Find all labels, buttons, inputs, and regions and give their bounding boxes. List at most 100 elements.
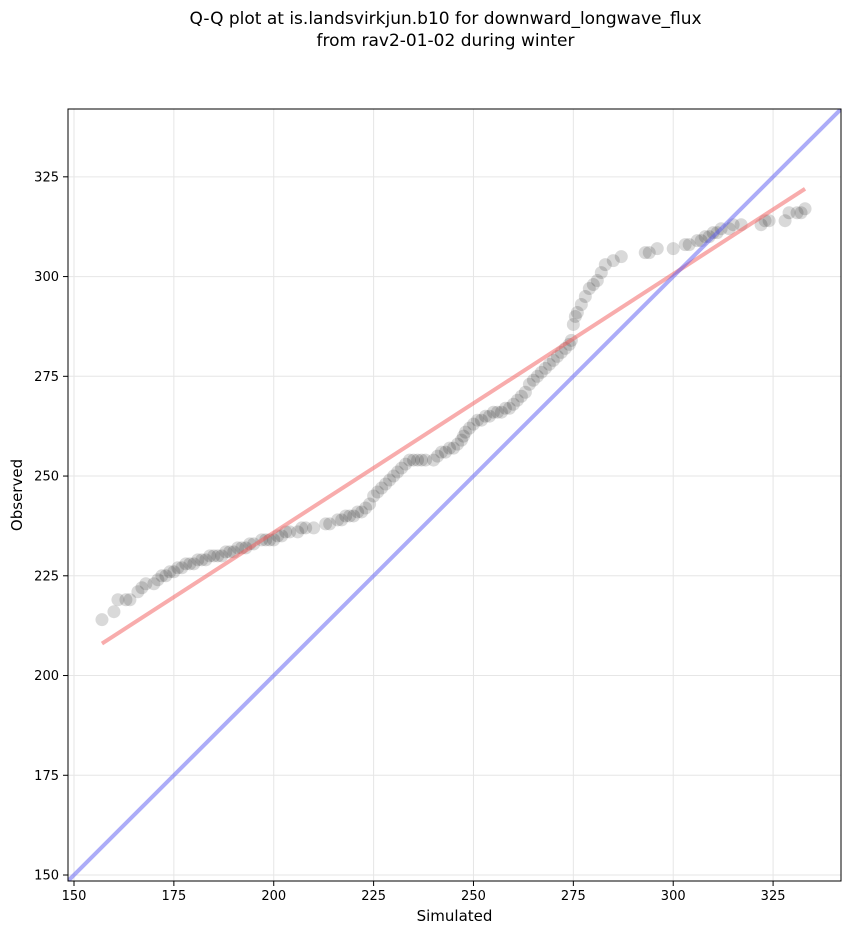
qq-point xyxy=(450,437,464,451)
qq-point xyxy=(762,214,776,228)
qq-point xyxy=(367,489,381,503)
qq-point xyxy=(678,238,692,252)
qq-point xyxy=(195,553,209,567)
qq-point xyxy=(135,581,149,595)
qq-point xyxy=(606,254,620,268)
plot-area xyxy=(68,109,841,881)
qq-point xyxy=(387,469,401,483)
qq-point xyxy=(518,385,532,399)
qq-point xyxy=(666,242,680,256)
qq-point xyxy=(431,449,445,463)
qq-point xyxy=(351,505,365,519)
axes: 150 175 200 225 250 275 300 325 150 175 200 225 250 2… xyxy=(34,170,785,904)
qq-point xyxy=(478,409,492,423)
qq-point xyxy=(187,557,201,571)
qq-point xyxy=(379,477,393,491)
y-tick-label: 300 xyxy=(34,270,59,285)
qq-point xyxy=(470,413,484,427)
qq-point xyxy=(650,242,664,256)
y-tick-label: 225 xyxy=(34,569,59,584)
y-tick-label: 175 xyxy=(34,769,59,784)
y-tick-label: 325 xyxy=(34,170,59,185)
qq-point xyxy=(439,445,453,459)
qq-point xyxy=(283,525,297,539)
qq-point xyxy=(526,373,540,387)
x-tick-label: 200 xyxy=(261,889,286,904)
qq-point xyxy=(191,553,205,567)
qq-point xyxy=(147,577,161,591)
qq-point xyxy=(538,361,552,375)
qq-point xyxy=(411,453,425,467)
qq-point xyxy=(498,401,512,415)
x-tick-label: 225 xyxy=(361,889,386,904)
qq-point xyxy=(359,501,373,515)
qq-point xyxy=(594,266,608,280)
qq-point xyxy=(299,521,313,535)
y-tick-label: 275 xyxy=(34,370,59,385)
qq-point xyxy=(638,246,652,260)
qq-point xyxy=(415,453,429,467)
qq-point xyxy=(107,605,121,619)
qq-point xyxy=(614,250,628,264)
chart-title-line-1: Q-Q plot at is.landsvirkjun.b10 for down… xyxy=(189,9,702,29)
qq-point xyxy=(782,206,796,220)
qq-point xyxy=(399,457,413,471)
qq-point xyxy=(530,369,544,383)
qq-point xyxy=(474,413,488,427)
qq-point xyxy=(347,509,361,523)
qq-point xyxy=(383,473,397,487)
qq-point xyxy=(231,541,245,555)
qq-point xyxy=(167,565,181,579)
qq-point xyxy=(570,305,584,319)
qq-point xyxy=(307,521,321,535)
qq-point xyxy=(494,405,508,419)
qq-point xyxy=(159,569,173,583)
qq-point xyxy=(275,529,289,543)
y-tick-label: 250 xyxy=(34,470,59,485)
x-tick-label: 150 xyxy=(62,889,87,904)
qq-point xyxy=(363,497,377,511)
qq-point xyxy=(490,405,504,419)
qq-point xyxy=(790,206,804,220)
qq-point xyxy=(355,505,369,519)
qq-point xyxy=(131,585,145,599)
qq-point xyxy=(486,405,500,419)
qq-point xyxy=(582,282,596,296)
y-tick-label: 200 xyxy=(34,669,59,684)
qq-point xyxy=(199,553,213,567)
qq-point xyxy=(395,461,409,475)
qq-point xyxy=(586,278,600,292)
qq-point xyxy=(458,425,472,439)
qq-point xyxy=(323,517,337,531)
qq-point xyxy=(522,377,536,391)
x-tick-label: 250 xyxy=(461,889,486,904)
qq-point xyxy=(510,393,524,407)
qq-point xyxy=(427,453,441,467)
qq-point xyxy=(163,565,177,579)
identity-line xyxy=(68,109,841,881)
qq-point xyxy=(435,445,449,459)
qq-point xyxy=(207,549,221,563)
y-tick-label: 150 xyxy=(34,869,59,884)
qq-point xyxy=(295,521,309,535)
qq-point xyxy=(566,317,580,331)
qq-point xyxy=(123,593,137,607)
chart-subtitle: from rav2-01-02 during winter xyxy=(316,31,575,51)
qq-point xyxy=(139,577,153,591)
qq-point xyxy=(335,513,349,527)
qq-point xyxy=(447,441,461,455)
qq-point xyxy=(95,613,109,627)
qq-point xyxy=(371,485,385,499)
qq-point xyxy=(542,357,556,371)
qq-point xyxy=(546,353,560,367)
y-axis-label: Observed xyxy=(8,459,26,531)
qq-point xyxy=(219,545,233,559)
qq-point xyxy=(514,389,528,403)
x-axis-label: Simulated xyxy=(417,907,493,925)
grid xyxy=(68,109,841,881)
qq-point xyxy=(155,569,169,583)
qq-point xyxy=(578,290,592,304)
qq-point xyxy=(502,401,516,415)
qq-point xyxy=(111,593,125,607)
